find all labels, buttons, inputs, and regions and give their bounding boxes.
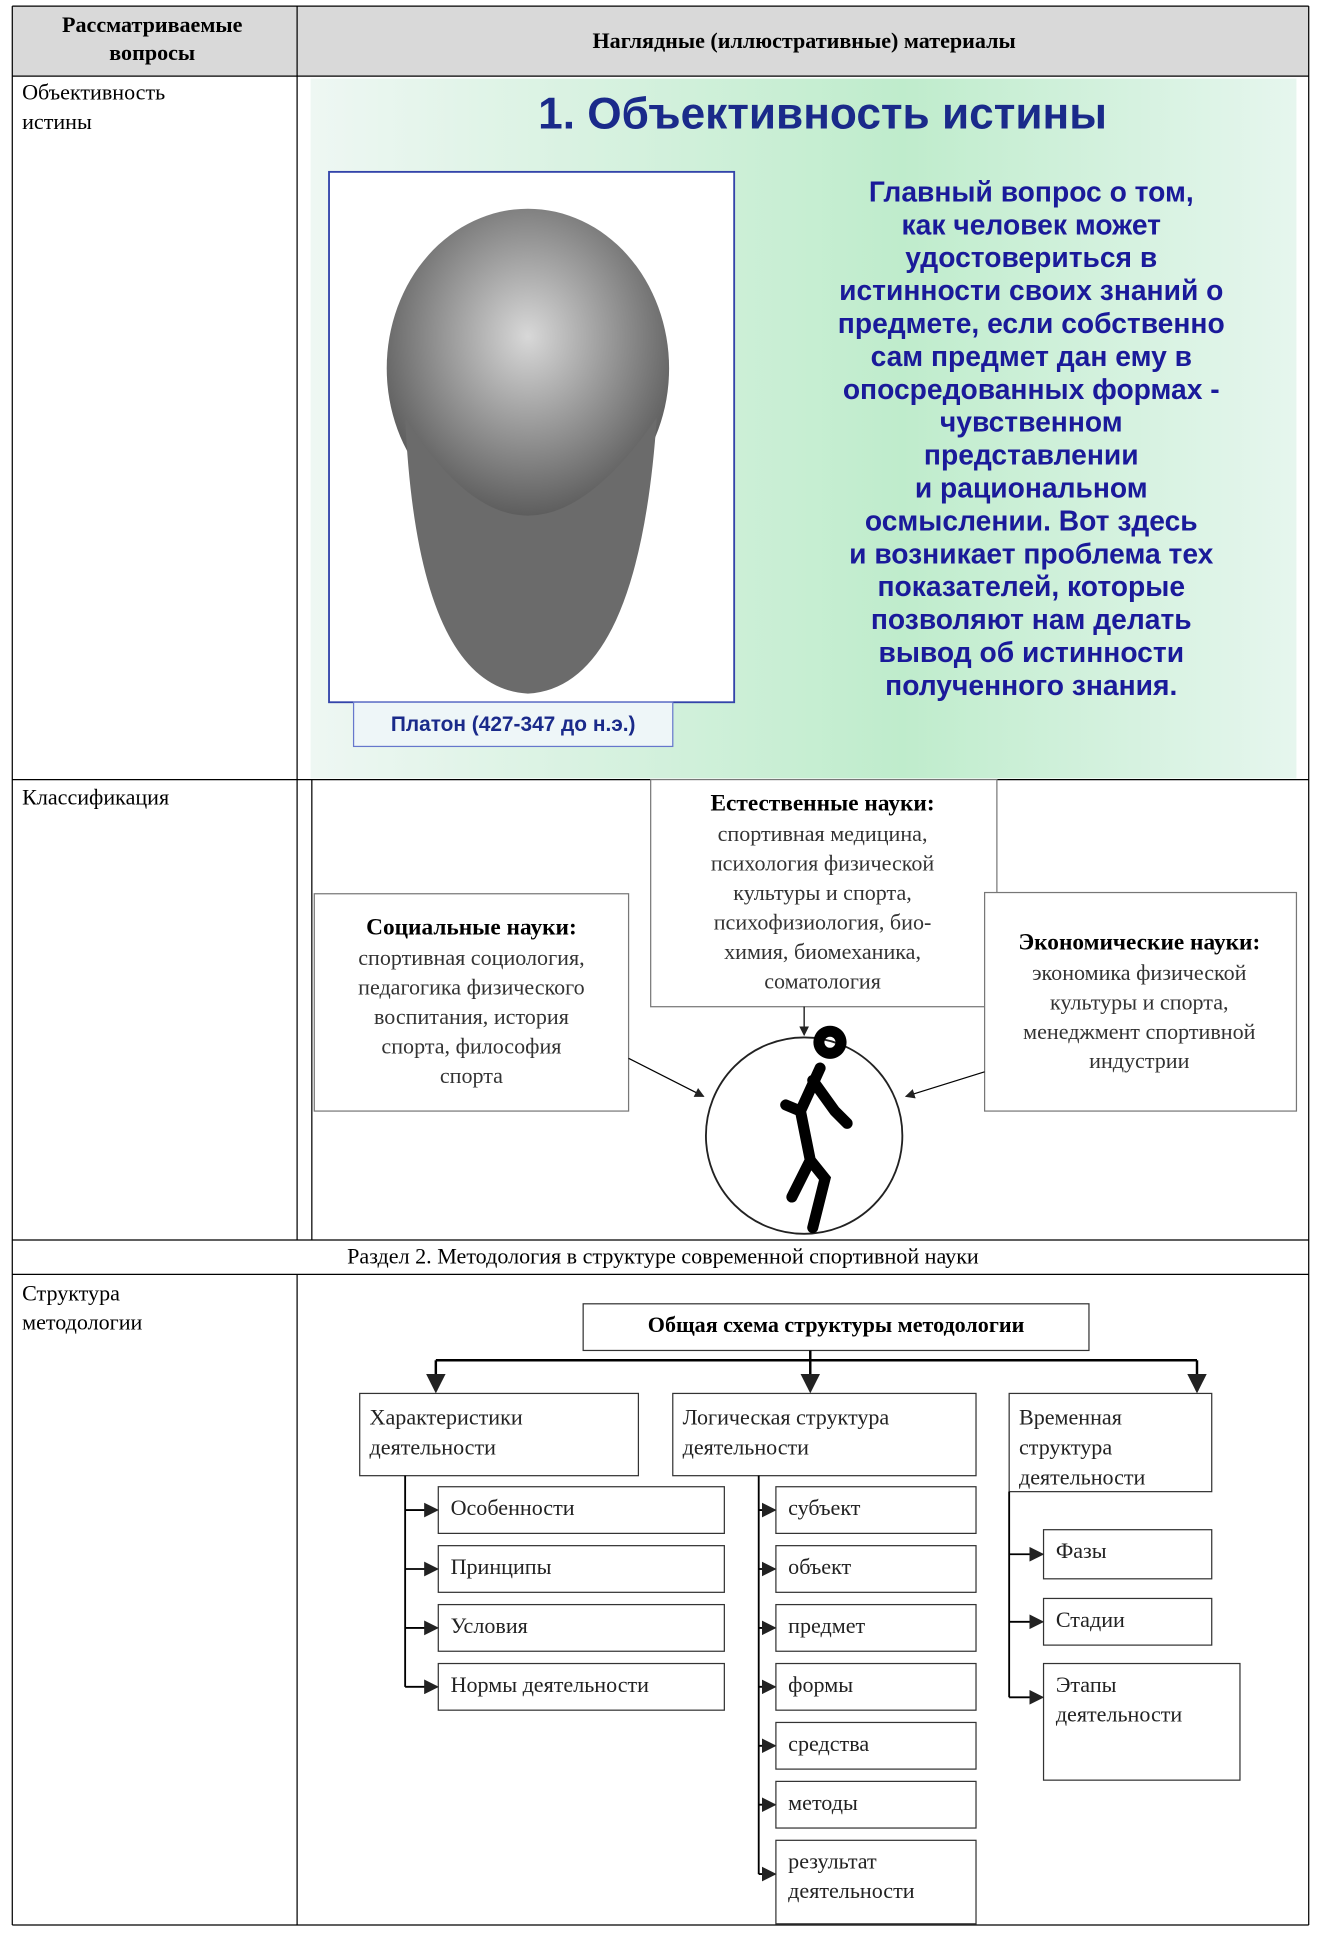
slide-text: и рациональном bbox=[915, 472, 1148, 504]
slide-text: осмыслении. Вот здесь bbox=[865, 504, 1198, 536]
slide-text: сам предмет дан ему в bbox=[871, 340, 1192, 372]
box bbox=[983, 891, 1298, 1112]
box bbox=[1042, 1597, 1213, 1646]
box bbox=[672, 1392, 977, 1477]
portrait-head bbox=[386, 208, 670, 528]
group-title: структура bbox=[1019, 1434, 1112, 1459]
rule bbox=[904, 1071, 985, 1099]
box bbox=[437, 1662, 725, 1711]
item: формы bbox=[788, 1672, 853, 1697]
slide-text: представлении bbox=[924, 439, 1139, 471]
item: Условия bbox=[451, 1613, 528, 1638]
group-title: деятельности bbox=[370, 1434, 497, 1459]
item: объект bbox=[788, 1554, 851, 1579]
slide-text: как человек может bbox=[902, 208, 1162, 240]
caption-box bbox=[352, 701, 674, 748]
box-text: культуры и спорта, bbox=[733, 880, 912, 905]
group-title: деятельности bbox=[683, 1434, 810, 1459]
slide-text: истинности своих знаний о bbox=[839, 274, 1223, 306]
item: Стадии bbox=[1056, 1607, 1125, 1632]
question: Структура bbox=[22, 1280, 120, 1305]
caption: Платон (427-347 до н.э.) bbox=[391, 713, 636, 736]
box-text: культуры и спорта, bbox=[1050, 989, 1228, 1014]
slide-text: вывод об истинности bbox=[878, 636, 1184, 668]
box-text: индустрии bbox=[1089, 1048, 1189, 1073]
question: истины bbox=[22, 109, 92, 134]
box bbox=[582, 1303, 1090, 1352]
group-title: Логическая структура bbox=[683, 1404, 890, 1429]
box-text: воспитания, история bbox=[374, 1004, 569, 1029]
portrait-beard bbox=[405, 417, 657, 694]
box bbox=[1042, 1662, 1241, 1781]
diagram-title: Общая схема структуры методологии bbox=[648, 1312, 1025, 1337]
item: предмет bbox=[788, 1613, 865, 1638]
box-text: спорта bbox=[440, 1063, 503, 1088]
box-text: спортивная медицина, bbox=[718, 821, 928, 846]
header-bg bbox=[12, 6, 1309, 77]
item: Особенности bbox=[451, 1495, 575, 1520]
box-text: спорта, философия bbox=[381, 1034, 561, 1059]
group-title: деятельности bbox=[1019, 1464, 1146, 1489]
box-text: психофизиология, био- bbox=[714, 910, 932, 935]
runner bbox=[780, 1025, 853, 1234]
box-text: экономика физической bbox=[1032, 960, 1247, 985]
slide-title: 1. Объективность истины bbox=[538, 89, 1107, 138]
box bbox=[775, 1780, 977, 1829]
box bbox=[775, 1721, 977, 1770]
section-title: Раздел 2. Методология в структуре соврем… bbox=[347, 1243, 979, 1268]
box bbox=[775, 1839, 977, 1925]
box bbox=[313, 893, 630, 1112]
box-text: соматология bbox=[764, 968, 881, 993]
box-text: менеджмент спортивной bbox=[1023, 1019, 1255, 1044]
slide-text: чувственном bbox=[940, 406, 1123, 438]
item: деятельности bbox=[1056, 1701, 1183, 1726]
header-cell: Рассматриваемые вопросы bbox=[62, 12, 243, 65]
group-title: Временная bbox=[1019, 1404, 1122, 1429]
item: Этапы bbox=[1056, 1672, 1117, 1697]
slide-text: предмете, если собственно bbox=[838, 307, 1225, 339]
item: Принципы bbox=[451, 1554, 552, 1579]
group-title: Характеристики bbox=[370, 1404, 523, 1429]
box bbox=[1008, 1392, 1213, 1493]
box bbox=[359, 1392, 640, 1477]
slide-text: и возникает проблема тех bbox=[849, 537, 1214, 569]
slide-text: показателей, которые bbox=[877, 570, 1185, 602]
box bbox=[437, 1486, 725, 1535]
item: деятельности bbox=[788, 1878, 915, 1903]
slide-text: Главный вопрос о том, bbox=[869, 175, 1194, 207]
box-title: Естественные науки: bbox=[710, 791, 934, 817]
slide-text: удостовериться в bbox=[905, 241, 1157, 273]
box bbox=[775, 1603, 977, 1652]
item: методы bbox=[788, 1790, 858, 1815]
box bbox=[437, 1603, 725, 1652]
box-title: Социальные науки: bbox=[366, 915, 577, 941]
box bbox=[1042, 1529, 1213, 1580]
item: Фазы bbox=[1056, 1538, 1107, 1563]
question: методологии bbox=[22, 1310, 142, 1335]
item: субъект bbox=[788, 1495, 861, 1520]
box-text: химия, биомеханика, bbox=[724, 939, 921, 964]
box-text: педагогика физического bbox=[358, 975, 585, 1000]
box bbox=[437, 1545, 725, 1593]
item: результат bbox=[788, 1849, 877, 1874]
header-cell: Наглядные (иллюстративные) материалы bbox=[593, 28, 1016, 53]
slide-text: опосредованных формах - bbox=[843, 373, 1220, 405]
box-text: психология физической bbox=[711, 851, 935, 876]
rule bbox=[628, 1057, 705, 1097]
question: Объективность bbox=[22, 80, 165, 105]
box bbox=[775, 1486, 977, 1535]
slide-text: позволяют нам делать bbox=[871, 603, 1192, 635]
box-text: спортивная социология, bbox=[358, 945, 584, 970]
box-title: Экономические науки: bbox=[1018, 929, 1260, 955]
item: средства bbox=[788, 1731, 869, 1756]
question: Классификация bbox=[22, 784, 169, 809]
slide-text: полученного знания. bbox=[885, 669, 1177, 701]
item: Нормы деятельности bbox=[451, 1672, 650, 1697]
